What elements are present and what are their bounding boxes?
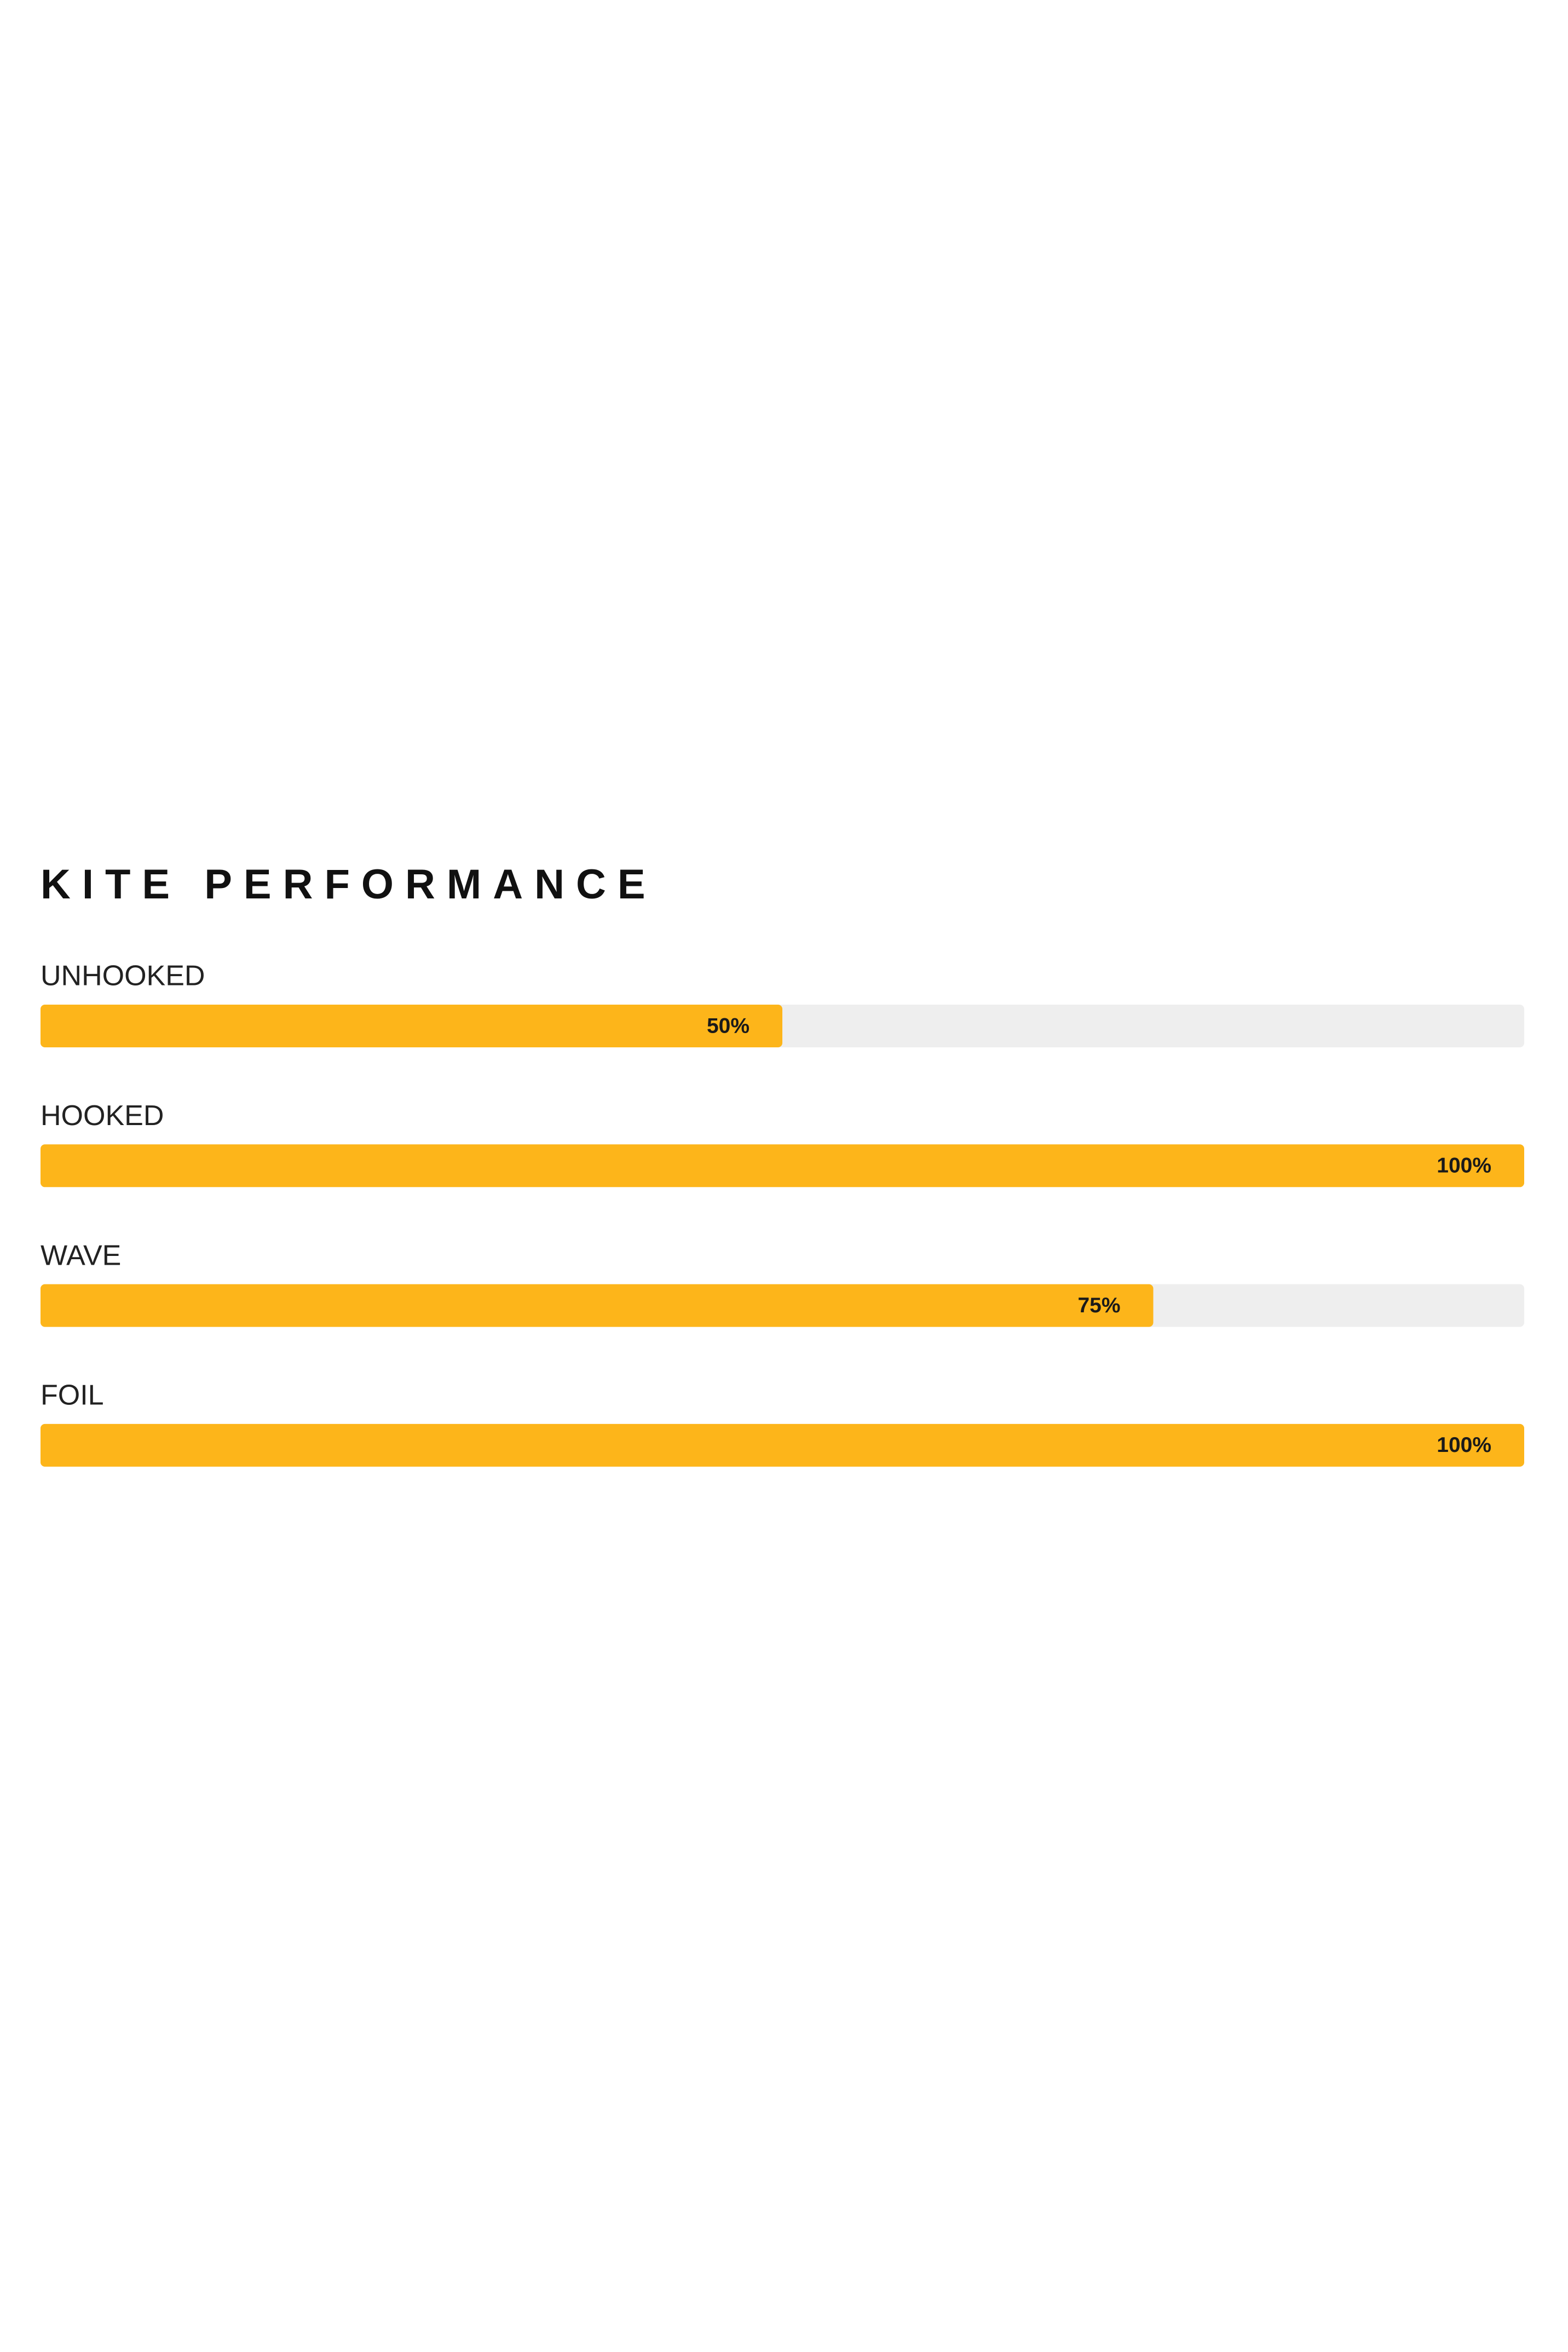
category-label: WAVE	[41, 1240, 121, 1271]
bar	[41, 1423, 1524, 1467]
value-label: 50%	[707, 1014, 750, 1037]
bar	[41, 1144, 1524, 1187]
value-label: 100%	[1437, 1433, 1491, 1457]
category-label: UNHOOKED	[41, 960, 205, 992]
chart-title: KITE PERFORMANCE	[41, 861, 657, 908]
value-label: 100%	[1437, 1154, 1491, 1178]
value-label: 75%	[1077, 1294, 1120, 1317]
category-label: HOOKED	[41, 1100, 164, 1132]
category-label: FOIL	[41, 1380, 104, 1411]
bar	[41, 1284, 1154, 1327]
bar	[41, 1005, 782, 1047]
